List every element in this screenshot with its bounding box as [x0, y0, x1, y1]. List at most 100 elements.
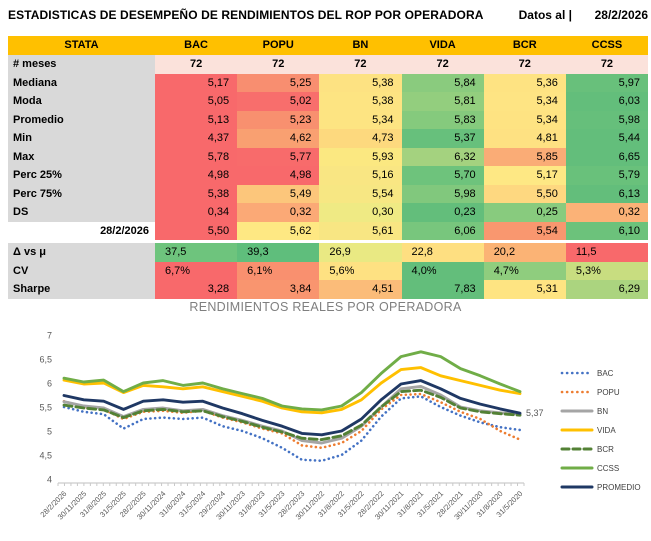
- table-cell[interactable]: 5,02: [237, 92, 320, 111]
- table-cell[interactable]: 5,50: [155, 221, 238, 240]
- table-cell[interactable]: 4,0%: [401, 261, 484, 280]
- table-cell[interactable]: 5,13: [155, 110, 238, 129]
- table-cell[interactable]: 5,34: [319, 110, 402, 129]
- table-cell[interactable]: 5,61: [319, 221, 402, 240]
- table-cell[interactable]: 5,31: [483, 280, 566, 299]
- row-label[interactable]: 28/2/2026: [8, 221, 155, 240]
- column-header-bac[interactable]: BAC: [184, 39, 208, 51]
- row-label[interactable]: Promedio: [8, 110, 155, 129]
- column-header-bn[interactable]: BN: [352, 39, 369, 51]
- table-cell[interactable]: 6,10: [565, 221, 649, 240]
- table-cell[interactable]: 4,81: [483, 129, 566, 148]
- datos-al-date[interactable]: 28/2/2026: [594, 8, 648, 22]
- legend-item-bn[interactable]: BN: [560, 407, 608, 416]
- table-cell[interactable]: 37,5: [155, 243, 238, 262]
- table-cell[interactable]: 5,93: [319, 147, 402, 166]
- table-cell[interactable]: 11,5: [565, 243, 649, 262]
- row-label[interactable]: # meses: [8, 55, 155, 74]
- table-cell[interactable]: 5,44: [565, 129, 649, 148]
- table-cell[interactable]: 20,2: [483, 243, 566, 262]
- table-cell[interactable]: 4,98: [155, 166, 238, 185]
- table-cell[interactable]: 5,50: [483, 184, 566, 203]
- table-cell[interactable]: 5,62: [237, 221, 320, 240]
- legend-item-bac[interactable]: BAC: [560, 369, 614, 378]
- table-cell[interactable]: 6,06: [401, 221, 484, 240]
- legend-item-promedio[interactable]: PROMEDIO: [560, 483, 641, 492]
- table-cell[interactable]: 5,17: [155, 73, 238, 92]
- row-label[interactable]: Mediana: [8, 73, 155, 92]
- table-cell[interactable]: 6,7%: [155, 261, 238, 280]
- table-cell[interactable]: 6,03: [565, 92, 649, 111]
- table-cell[interactable]: 5,3%: [565, 261, 649, 280]
- legend-item-popu[interactable]: POPU: [560, 388, 620, 397]
- line-chart[interactable]: 7 6,5 6 5,5 5 4,5 4 28/2/2026 30/11/2025 31/8/202…: [0, 318, 651, 536]
- table-cell[interactable]: 22,8: [401, 243, 484, 262]
- row-label[interactable]: Moda: [8, 92, 155, 111]
- table-cell[interactable]: 5,54: [319, 184, 402, 203]
- table-cell[interactable]: 72: [319, 55, 402, 74]
- table-cell[interactable]: 6,65: [565, 147, 649, 166]
- table-cell[interactable]: 5,38: [319, 73, 402, 92]
- table-cell[interactable]: 4,73: [319, 129, 402, 148]
- table-cell[interactable]: 6,1%: [237, 261, 320, 280]
- table-cell[interactable]: 0,32: [237, 203, 320, 222]
- table-cell[interactable]: 5,34: [483, 92, 566, 111]
- row-label[interactable]: Min: [8, 129, 155, 148]
- table-cell[interactable]: 0,25: [483, 203, 566, 222]
- table-cell[interactable]: 3,28: [155, 280, 238, 299]
- table-cell[interactable]: 0,32: [565, 203, 649, 222]
- table-cell[interactable]: 4,51: [319, 280, 402, 299]
- table-cell[interactable]: 3,84: [237, 280, 320, 299]
- table-cell[interactable]: 5,98: [401, 184, 484, 203]
- table-cell[interactable]: 5,34: [483, 110, 566, 129]
- table-cell[interactable]: 26,9: [319, 243, 402, 262]
- row-label[interactable]: CV: [8, 261, 155, 280]
- table-cell[interactable]: 4,7%: [483, 261, 566, 280]
- table-cell[interactable]: 5,77: [237, 147, 320, 166]
- table-cell[interactable]: 5,05: [155, 92, 238, 111]
- table-cell[interactable]: 39,3: [237, 243, 320, 262]
- table-cell[interactable]: 72: [155, 55, 238, 74]
- table-cell[interactable]: 5,36: [483, 73, 566, 92]
- table-cell[interactable]: 6,29: [565, 280, 649, 299]
- table-cell[interactable]: 7,83: [401, 280, 484, 299]
- table-cell[interactable]: 6,32: [401, 147, 484, 166]
- column-header-vida[interactable]: VIDA: [429, 39, 456, 51]
- table-cell[interactable]: 0,23: [401, 203, 484, 222]
- table-cell[interactable]: 72: [401, 55, 484, 74]
- table-cell[interactable]: 5,25: [237, 73, 320, 92]
- row-label[interactable]: Perc 25%: [8, 166, 155, 185]
- table-cell[interactable]: 5,6%: [319, 261, 402, 280]
- table-cell[interactable]: 72: [237, 55, 320, 74]
- table-cell[interactable]: 5,38: [319, 92, 402, 111]
- table-cell[interactable]: 5,23: [237, 110, 320, 129]
- table-cell[interactable]: 5,38: [155, 184, 238, 203]
- legend-item-ccss[interactable]: CCSS: [560, 464, 619, 473]
- column-header-bcr[interactable]: BCR: [512, 39, 537, 51]
- row-label[interactable]: DS: [8, 203, 155, 222]
- table-cell[interactable]: 5,37: [401, 129, 484, 148]
- table-cell[interactable]: 5,70: [401, 166, 484, 185]
- table-cell[interactable]: 72: [483, 55, 566, 74]
- table-cell[interactable]: 5,81: [401, 92, 484, 111]
- table-cell[interactable]: 5,83: [401, 110, 484, 129]
- row-label[interactable]: Δ vs μ: [8, 243, 155, 262]
- table-cell[interactable]: 72: [565, 55, 649, 74]
- table-cell[interactable]: 0,30: [319, 203, 402, 222]
- row-label[interactable]: Sharpe: [8, 280, 155, 299]
- legend-item-vida[interactable]: VIDA: [560, 426, 616, 435]
- table-cell[interactable]: 0,34: [155, 203, 238, 222]
- table-cell[interactable]: 5,79: [565, 166, 649, 185]
- table-cell[interactable]: 5,85: [483, 147, 566, 166]
- table-cell[interactable]: 5,49: [237, 184, 320, 203]
- table-cell[interactable]: 4,98: [237, 166, 320, 185]
- table-cell[interactable]: 5,16: [319, 166, 402, 185]
- table-cell[interactable]: 5,97: [565, 73, 649, 92]
- table-cell[interactable]: 5,78: [155, 147, 238, 166]
- row-label[interactable]: Max: [8, 147, 155, 166]
- row-label[interactable]: Perc 75%: [8, 184, 155, 203]
- table-cell[interactable]: 5,98: [565, 110, 649, 129]
- table-cell[interactable]: 5,84: [401, 73, 484, 92]
- table-cell[interactable]: 5,54: [483, 221, 566, 240]
- column-header-ccss[interactable]: CCSS: [591, 39, 623, 51]
